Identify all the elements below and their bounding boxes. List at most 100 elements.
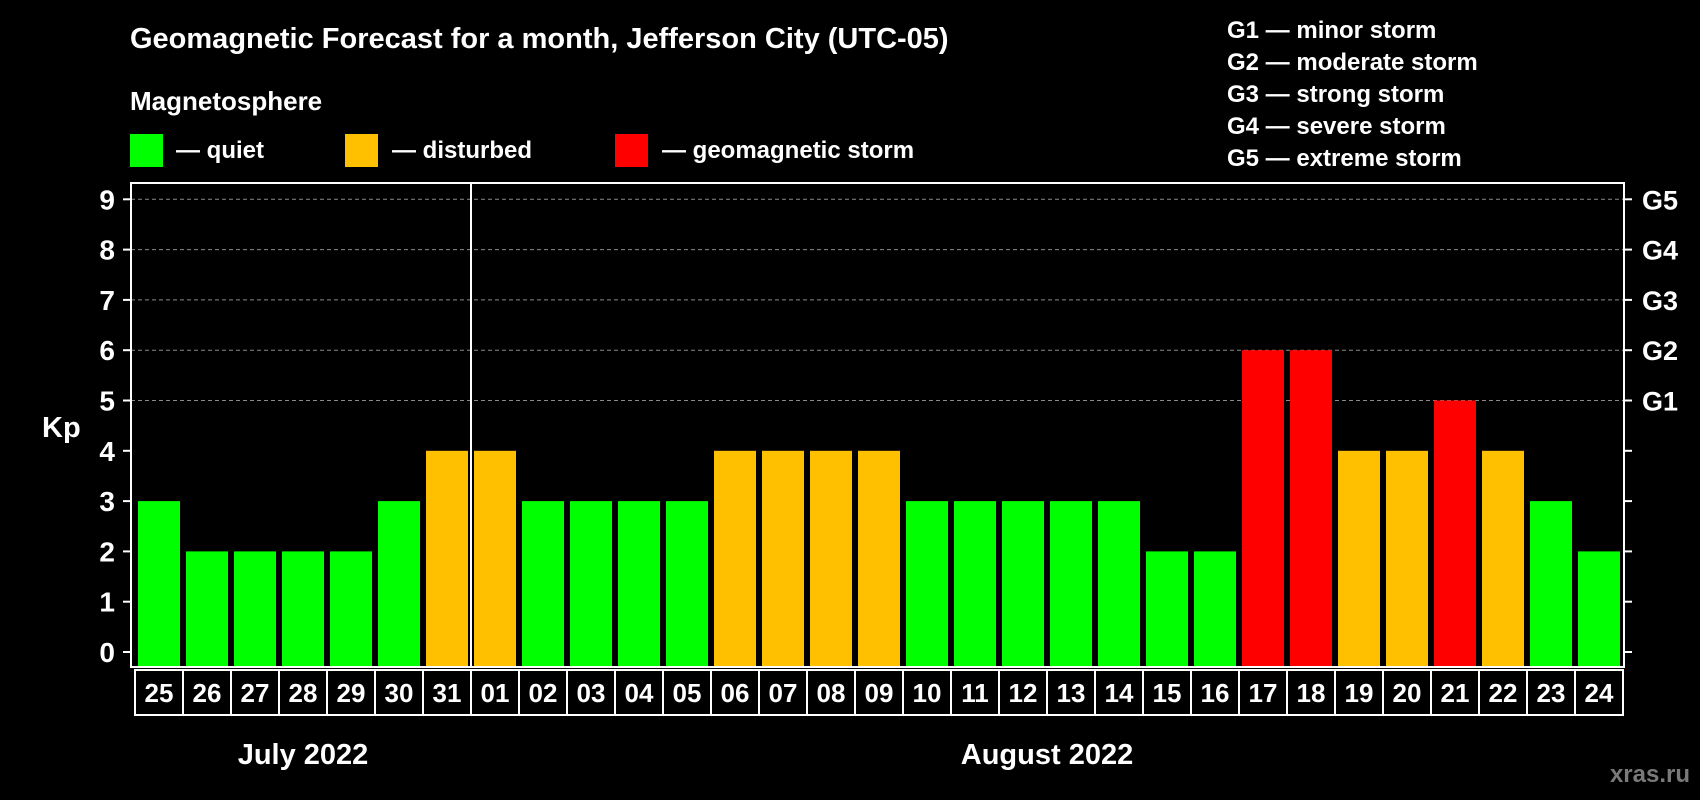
bar-11-17 — [954, 501, 996, 667]
date-label-02: 02 — [529, 678, 558, 708]
date-cell-18 — [998, 669, 1048, 716]
date-cell-6 — [422, 669, 472, 716]
bar-06-12 — [714, 450, 756, 667]
date-cell-5 — [374, 669, 424, 716]
date-label-03: 03 — [577, 678, 606, 708]
bar-04-10 — [618, 501, 660, 667]
legend-label-quiet: — quiet — [176, 137, 264, 164]
gridlines — [131, 198, 1624, 401]
date-label-11: 11 — [961, 678, 989, 708]
date-cell-15 — [854, 669, 904, 716]
bar-07-13 — [762, 450, 804, 667]
y-tick-label-6: 6 — [99, 335, 115, 366]
date-label-18: 18 — [1297, 678, 1326, 708]
right-axis: G1 G2 G3 G4 G5 — [1624, 185, 1678, 653]
date-cell-2 — [230, 669, 280, 716]
date-cell-28 — [1478, 669, 1528, 716]
date-cell-29 — [1526, 669, 1576, 716]
bar-29-4 — [330, 551, 372, 667]
y-tick-label-3: 3 — [99, 486, 115, 517]
date-label-12: 12 — [1009, 678, 1038, 708]
date-cell-24 — [1286, 669, 1336, 716]
bar-16-22 — [1194, 551, 1236, 667]
date-label-29: 29 — [337, 678, 366, 708]
date-label-15: 15 — [1153, 678, 1182, 708]
legend-swatch-storm — [615, 134, 648, 167]
y-tick-label-8: 8 — [99, 235, 115, 266]
date-label-07: 07 — [769, 678, 798, 708]
date-label-26: 26 — [193, 678, 222, 708]
right-tick-label-g4: G4 — [1642, 236, 1678, 266]
left-axis: 0 1 2 3 4 5 6 7 8 9 — [99, 184, 131, 668]
date-label-10: 10 — [913, 678, 942, 708]
date-cell-22 — [1190, 669, 1240, 716]
bar-23-29 — [1530, 501, 1572, 667]
legend-label-storm: — geomagnetic storm — [662, 137, 914, 164]
right-tick-label-g3: G3 — [1642, 286, 1678, 316]
y-tick-label-7: 7 — [99, 285, 115, 316]
chart-title: Geomagnetic Forecast for a month, Jeffer… — [130, 23, 949, 55]
y-axis-label: Kp — [42, 412, 81, 444]
date-label-06: 06 — [721, 678, 750, 708]
bar-24-30 — [1578, 551, 1620, 667]
legend: — quiet — disturbed — geomagnetic storm — [130, 134, 914, 167]
bar-19-25 — [1338, 450, 1380, 667]
bar-13-19 — [1050, 501, 1092, 667]
bar-30-5 — [378, 501, 420, 667]
storm-scale-legend: G1 — minor storm G2 — moderate storm G3 … — [1227, 17, 1478, 172]
bar-12-18 — [1002, 501, 1044, 667]
storm-scale-g5: G5 — extreme storm — [1227, 145, 1462, 172]
bar-01-7 — [474, 450, 516, 667]
date-cell-25 — [1334, 669, 1384, 716]
date-axis: 25 26 27 28 29 30 31 01 02 03 04 05 06 07 08 09 10 11 12 13… — [134, 669, 1624, 716]
date-label-20: 20 — [1393, 678, 1422, 708]
bar-21-27 — [1434, 400, 1476, 667]
bar-09-15 — [858, 450, 900, 667]
legend-swatch-disturbed — [345, 134, 378, 167]
date-label-28: 28 — [289, 678, 318, 708]
bar-28-3 — [282, 551, 324, 667]
bar-25-0 — [138, 501, 180, 667]
date-label-31: 31 — [433, 678, 462, 708]
month-labels: July 2022 August 2022 — [238, 739, 1134, 771]
date-label-17: 17 — [1249, 678, 1278, 708]
y-tick-label-5: 5 — [99, 386, 115, 417]
plot-frame — [130, 182, 1625, 668]
legend-swatch-quiet — [130, 134, 163, 167]
storm-scale-g3: G3 — strong storm — [1227, 81, 1444, 108]
date-cell-19 — [1046, 669, 1096, 716]
date-label-24: 24 — [1585, 678, 1614, 708]
date-label-25: 25 — [145, 678, 174, 708]
bar-31-6 — [426, 450, 468, 667]
y-tick-label-9: 9 — [99, 184, 115, 215]
month-label-0: July 2022 — [238, 739, 369, 771]
bar-22-28 — [1482, 450, 1524, 667]
right-tick-label-g1: G1 — [1642, 387, 1678, 417]
date-label-09: 09 — [865, 678, 894, 708]
date-label-14: 14 — [1105, 678, 1134, 708]
date-label-22: 22 — [1489, 678, 1518, 708]
y-tick-label-1: 1 — [99, 587, 115, 618]
storm-scale-g4: G4 — severe storm — [1227, 113, 1446, 140]
bar-18-24 — [1290, 350, 1332, 667]
date-cell-14 — [806, 669, 856, 716]
bar-08-14 — [810, 450, 852, 667]
bar-20-26 — [1386, 450, 1428, 667]
date-label-27: 27 — [241, 678, 270, 708]
date-label-08: 08 — [817, 678, 846, 708]
month-label-1: August 2022 — [961, 739, 1133, 771]
date-cell-0 — [134, 669, 184, 716]
date-cell-20 — [1094, 669, 1144, 716]
date-label-04: 04 — [625, 678, 654, 708]
date-cell-13 — [758, 669, 808, 716]
date-cell-1 — [182, 669, 232, 716]
bar-05-11 — [666, 501, 708, 667]
storm-scale-g1: G1 — minor storm — [1227, 17, 1436, 44]
date-label-05: 05 — [673, 678, 702, 708]
bars — [138, 350, 1620, 667]
storm-scale-g2: G2 — moderate storm — [1227, 49, 1478, 76]
date-label-30: 30 — [385, 678, 414, 708]
date-cell-7 — [470, 669, 520, 716]
bar-03-9 — [570, 501, 612, 667]
